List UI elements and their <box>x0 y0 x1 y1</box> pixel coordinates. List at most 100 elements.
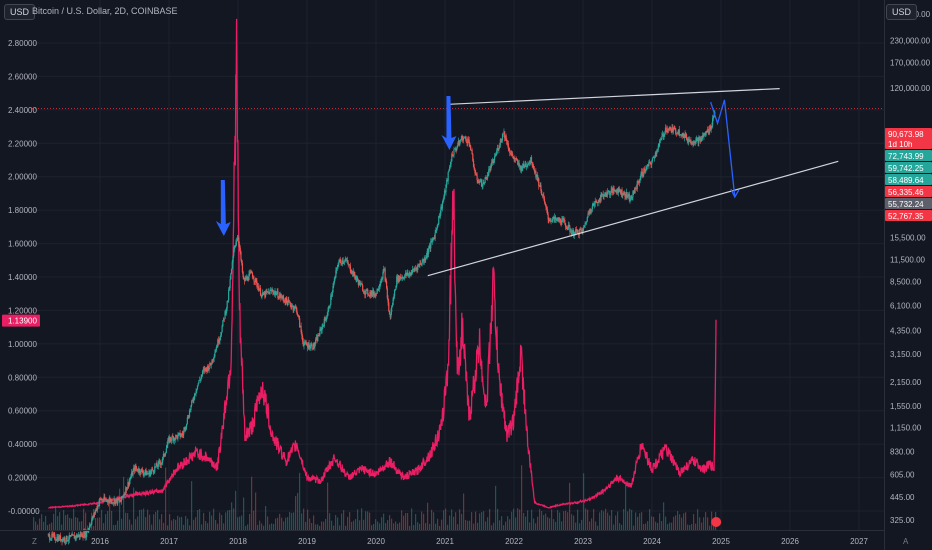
timezone-icon[interactable]: Z <box>32 537 37 546</box>
candle-body <box>343 261 345 263</box>
volume-bar <box>643 524 645 530</box>
candle-body <box>503 131 505 134</box>
volume-bar <box>119 488 121 530</box>
projection-arrowhead <box>730 188 740 199</box>
candle-body <box>454 148 457 150</box>
candle-body <box>677 132 679 135</box>
candle-body <box>120 496 123 502</box>
candle-body <box>600 193 602 201</box>
candle-body <box>661 135 663 140</box>
candle-body <box>150 470 152 473</box>
volume-bar <box>347 516 349 530</box>
candle-body <box>249 272 251 275</box>
candle-body <box>116 498 118 504</box>
candle-body <box>80 533 82 536</box>
volume-bar <box>127 513 129 530</box>
candle-body <box>619 189 621 191</box>
candle-body <box>236 237 238 242</box>
candle-body <box>51 533 54 536</box>
volume-bar <box>123 476 125 530</box>
candle-body <box>229 279 231 289</box>
candle-body <box>442 199 444 203</box>
candle-body <box>122 495 125 497</box>
candle-body <box>310 344 312 346</box>
candle-body <box>109 499 111 501</box>
volume-bar <box>405 513 407 530</box>
volume-bar <box>449 515 451 530</box>
candle-body <box>168 437 170 442</box>
candle-body <box>585 222 587 224</box>
volume-bar <box>35 521 37 530</box>
left-tick-label: 0.20000 <box>8 474 37 483</box>
candle-body <box>48 534 50 536</box>
candle-body <box>402 276 404 278</box>
candle-body <box>126 487 128 491</box>
candle-body <box>136 468 138 470</box>
candle-body <box>280 294 282 299</box>
candle-body <box>434 232 436 239</box>
candle-body <box>72 534 74 536</box>
candle-body <box>54 539 57 541</box>
volume-bar <box>681 517 683 530</box>
volume-bar <box>151 524 153 530</box>
candle-body <box>693 142 695 144</box>
candle-body <box>623 191 625 193</box>
candle-body <box>688 139 691 142</box>
candle-body <box>599 198 601 201</box>
candle-body <box>101 499 104 501</box>
candle-body <box>98 502 100 507</box>
candle-body <box>648 162 650 167</box>
candle-body <box>186 423 188 427</box>
candle-body <box>458 140 460 145</box>
candle-body <box>165 452 167 455</box>
candle-body <box>582 228 584 233</box>
candle-body <box>562 218 564 220</box>
candle-body <box>346 260 349 263</box>
candle-body <box>133 467 136 471</box>
candle-body <box>144 469 146 473</box>
candle-body <box>167 440 169 446</box>
candle-body <box>570 230 572 235</box>
left-currency-badge[interactable]: USD <box>4 4 36 20</box>
volume-bar <box>563 511 565 530</box>
candle-body <box>606 194 608 197</box>
candle-body <box>695 138 697 144</box>
candle-body <box>117 498 119 504</box>
candle-body <box>488 169 490 176</box>
candle-body <box>99 498 102 500</box>
volume-bar <box>263 525 265 530</box>
candle-body <box>144 472 146 474</box>
candle-body <box>501 139 503 141</box>
candle-body <box>157 466 159 468</box>
right-currency-badge[interactable]: USD <box>886 4 918 20</box>
candle-body <box>192 400 194 401</box>
candle-body <box>416 267 418 270</box>
auto-scale-button[interactable]: A <box>903 537 909 546</box>
candle-body <box>583 225 585 227</box>
candle-body <box>462 137 464 141</box>
candle-body <box>350 271 352 273</box>
candle-body <box>103 496 105 501</box>
candle-body <box>148 471 150 475</box>
candle-body <box>123 493 125 496</box>
price-label-badge <box>885 150 932 161</box>
volume-bar <box>117 520 119 530</box>
volume-bar <box>243 497 245 530</box>
volume-bar <box>65 515 67 530</box>
candle-body <box>380 281 382 284</box>
candle-body <box>165 448 167 453</box>
candle-body <box>83 531 85 538</box>
volume-bar <box>341 513 343 530</box>
candle-body <box>335 270 337 278</box>
volume-bar <box>613 524 615 530</box>
candle-body <box>81 533 83 538</box>
candle-body <box>493 160 495 163</box>
candle-body <box>513 158 515 160</box>
candle-body <box>69 535 71 537</box>
candle-body <box>315 337 317 340</box>
volume-bar <box>553 519 555 530</box>
candle-body <box>251 273 254 278</box>
volume-bar <box>551 509 553 530</box>
candle-body <box>522 163 525 167</box>
